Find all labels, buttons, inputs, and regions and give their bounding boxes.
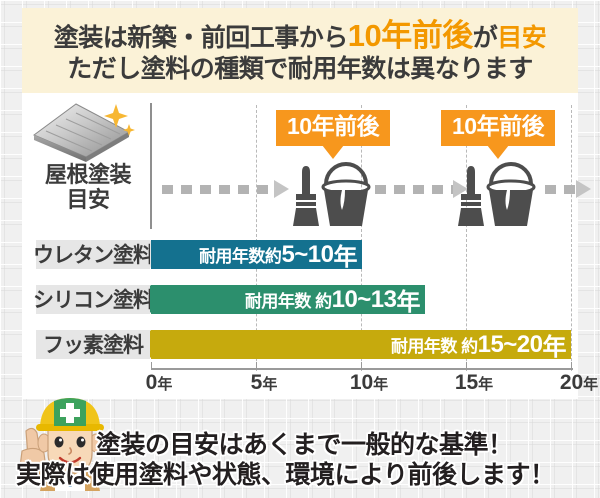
x-axis-label-5-unit: 年 [262,376,278,393]
timeline-dashes-2 [375,185,453,194]
x-axis-label-15: 15年 [455,371,493,395]
x-axis-label-20: 20年 [560,371,598,395]
roof-row-label: 屋根塗装 目安 [26,162,150,213]
footer-caption: 塗装の目安はあくまで一般的な基準！ 実際は使用塗料や状態、環境により前後します！ [0,398,600,491]
bar-silicon: 耐用年数 約 10~13 年 [151,285,425,316]
bar-urethane-value: 5~10 [281,240,334,268]
bar-urethane-prefix: 耐用年数約 [198,247,282,266]
timeline-dashes-1 [162,185,274,194]
bar-silicon-value: 10~13 [331,285,397,313]
badge-10-years-1: 10年前後 [276,110,391,159]
headline-highlight-guide: 目安 [497,24,547,53]
x-axis-label-0-num: 0 [145,371,158,394]
timeline-arrow-1 [162,180,290,198]
bar-urethane: 耐用年数約 5~10 年 [151,240,362,271]
headline-line-1: 塗装は新築・前回工事から10年前後が目安 [54,18,547,55]
headline-banner: 塗装は新築・前回工事から10年前後が目安 ただし塗料の種類で耐用年数は異なります [22,8,578,93]
x-axis-label-5-num: 5 [250,371,263,394]
timeline-arrowhead-2 [453,180,468,198]
x-axis-label-15-num: 15 [454,371,479,394]
gridline-20 [571,105,572,371]
roof-row-label-line2: 目安 [66,187,110,213]
x-axis-tick-20 [571,362,572,370]
x-axis-label-10: 10年 [350,371,388,395]
x-axis-tick-0 [151,362,152,370]
worker-mascot-icon [10,393,130,493]
gridline-10 [361,105,362,371]
bar-silicon-unit: 年 [396,289,421,316]
timeline-arrow-3 [545,180,593,198]
timeline-arrowhead-3 [576,180,591,198]
timeline-arrow-2 [375,180,470,198]
x-axis-label-20-num: 20 [559,371,584,394]
x-axis-label-0: 0年 [146,371,173,395]
x-axis-tick-10 [361,362,362,370]
bar-fluorine-prefix: 耐用年数 約 [390,337,478,356]
roof-row: 屋根塗装 目安 [26,100,150,232]
footer-caption-line-2: 実際は使用塗料や状態、環境により前後します！ [16,461,555,489]
x-axis-tick-5 [256,362,257,370]
paint-bucket-brush-icon-1 [290,152,374,230]
paint-bucket-brush-icon-2 [455,152,539,230]
badge-10-years-2: 10年前後 [441,110,556,159]
x-axis-label-10-num: 10 [349,371,374,394]
chip-urethane: ウレタン塗料 [33,240,154,269]
gridline-5 [256,105,257,371]
timeline-arrowhead-1 [274,180,289,198]
timeline-dashes-3 [545,185,576,194]
headline-highlight-years: 10年前後 [347,18,473,54]
gridline-15 [466,105,467,371]
roof-row-label-line1: 屋根塗装 [44,162,132,187]
chip-silicon: シリコン塗料 [33,285,154,314]
bar-silicon-prefix: 耐用年数 約 [244,292,332,311]
x-axis-line [151,368,573,370]
x-axis-tick-15 [466,362,467,370]
headline-text-pre: 塗装は新築・前回工事から [53,24,349,53]
sparkle-icon [104,104,135,136]
x-axis-label-10-unit: 年 [373,376,389,393]
footer-caption-line-1: 塗装の目安はあくまで一般的な基準！ [96,431,513,459]
x-axis-label-20-unit: 年 [583,376,599,393]
bar-fluorine-value: 15~20 [477,330,543,358]
x-axis-label-5: 5年 [251,371,278,395]
headline-text-mid: が [472,24,498,53]
x-axis-label-15-unit: 年 [478,376,494,393]
bar-fluorine-unit: 年 [542,334,567,361]
x-axis-label-0-unit: 年 [157,376,173,393]
headline-line-2: ただし塗料の種類で耐用年数は異なります [67,55,533,84]
roof-row-divider [150,103,152,229]
roof-icon [32,102,136,164]
bar-fluorine: 耐用年数 約 15~20 年 [151,330,571,361]
chip-fluorine: フッ素塗料 [36,330,150,359]
bar-urethane-unit: 年 [333,244,358,271]
